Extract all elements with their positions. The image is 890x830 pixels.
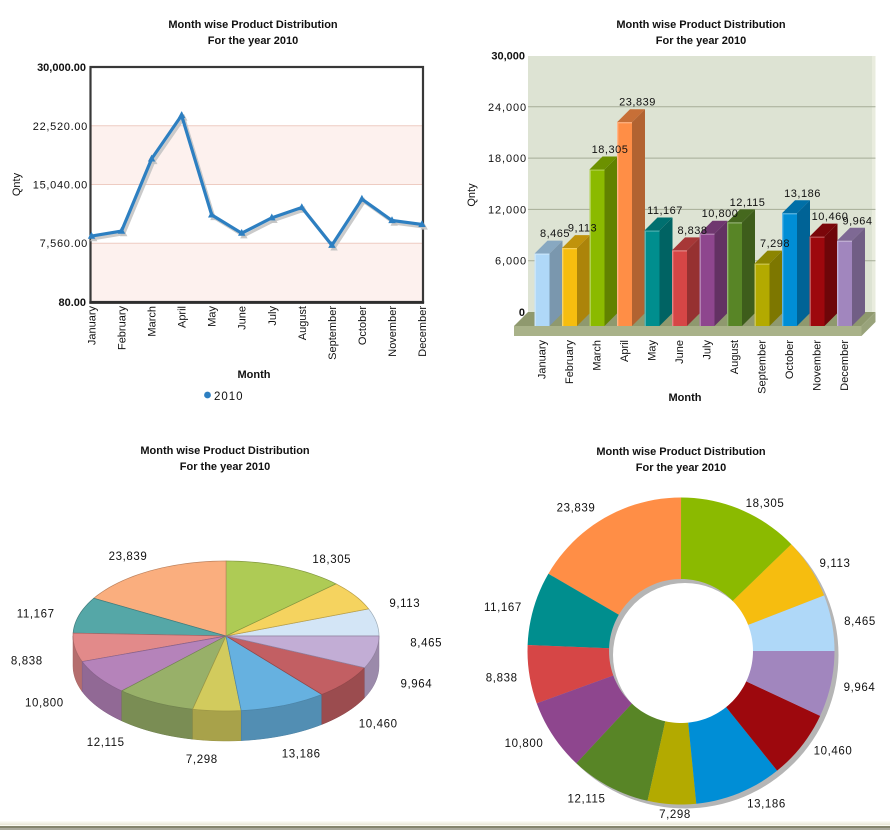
svg-text:August: August [729, 340, 741, 374]
svg-text:Month: Month [669, 392, 702, 404]
svg-text:11,167: 11,167 [484, 602, 522, 614]
svg-text:September: September [757, 340, 769, 394]
svg-text:18,305: 18,305 [746, 498, 785, 510]
svg-text:November: November [812, 340, 824, 391]
svg-text:Month wise Product Distributio: Month wise Product Distribution [168, 19, 338, 31]
svg-text:September: September [327, 306, 339, 360]
svg-text:June: June [674, 340, 686, 364]
svg-text:7,298: 7,298 [760, 238, 790, 250]
svg-text:15,040.00: 15,040.00 [33, 180, 88, 192]
svg-text:8,838: 8,838 [677, 225, 707, 237]
svg-text:9,964: 9,964 [844, 682, 876, 694]
svg-text:9,113: 9,113 [389, 598, 420, 610]
svg-text:July: July [267, 306, 279, 326]
svg-text:July: July [702, 340, 714, 360]
svg-text:October: October [784, 340, 796, 379]
svg-text:January: January [537, 340, 549, 380]
svg-text:18,305: 18,305 [312, 554, 351, 566]
svg-text:10,800: 10,800 [25, 698, 64, 710]
svg-text:October: October [357, 306, 369, 345]
svg-text:Month wise Product Distributio: Month wise Product Distribution [596, 446, 766, 458]
svg-text:9,113: 9,113 [820, 558, 851, 570]
svg-text:23,839: 23,839 [109, 551, 148, 563]
svg-text:11,167: 11,167 [17, 608, 55, 620]
svg-text:For the year 2010: For the year 2010 [636, 462, 727, 474]
svg-text:March: March [147, 306, 159, 337]
svg-text:18,000: 18,000 [488, 153, 527, 165]
svg-text:For the year 2010: For the year 2010 [208, 35, 299, 47]
svg-text:7,298: 7,298 [186, 754, 218, 766]
svg-text:23,839: 23,839 [619, 97, 656, 109]
svg-text:2010: 2010 [214, 391, 244, 403]
svg-text:12,000: 12,000 [488, 204, 527, 216]
svg-text:11,167: 11,167 [647, 205, 683, 217]
svg-text:April: April [619, 340, 631, 362]
svg-text:10,800: 10,800 [505, 738, 544, 750]
svg-text:January: January [87, 306, 99, 346]
svg-text:10,460: 10,460 [814, 746, 853, 758]
svg-text:7,298: 7,298 [659, 809, 691, 821]
svg-text:12,115: 12,115 [730, 197, 766, 209]
svg-text:13,186: 13,186 [747, 798, 786, 810]
svg-text:November: November [387, 306, 399, 357]
svg-text:7,560.00: 7,560.00 [40, 238, 88, 250]
svg-text:18,305: 18,305 [592, 144, 629, 156]
svg-text:0: 0 [519, 307, 525, 319]
svg-text:8,838: 8,838 [11, 655, 43, 667]
svg-text:December: December [417, 306, 429, 357]
svg-text:August: August [297, 306, 309, 340]
svg-text:12,115: 12,115 [87, 737, 125, 749]
svg-text:9,964: 9,964 [401, 679, 433, 691]
svg-text:April: April [177, 306, 189, 328]
svg-text:12,115: 12,115 [568, 794, 606, 806]
svg-text:June: June [237, 306, 249, 330]
svg-text:Qnty: Qnty [11, 172, 23, 196]
svg-text:10,460: 10,460 [359, 719, 398, 731]
svg-text:22,520.00: 22,520.00 [33, 121, 88, 133]
svg-text:Month wise Product Distributio: Month wise Product Distribution [140, 445, 310, 457]
svg-text:For the year 2010: For the year 2010 [180, 461, 271, 473]
svg-text:9,964: 9,964 [842, 215, 872, 227]
svg-text:13,186: 13,186 [784, 188, 821, 200]
svg-text:8,465: 8,465 [540, 228, 570, 240]
svg-text:March: March [592, 340, 604, 371]
svg-text:8,465: 8,465 [844, 616, 876, 628]
svg-text:Qnty: Qnty [466, 183, 478, 207]
svg-text:Month wise Product Distributio: Month wise Product Distribution [616, 19, 786, 31]
svg-text:23,839: 23,839 [557, 503, 596, 515]
svg-text:6,000: 6,000 [495, 256, 527, 268]
svg-text:13,186: 13,186 [282, 748, 321, 760]
svg-text:9,113: 9,113 [568, 223, 597, 235]
svg-text:For the year 2010: For the year 2010 [656, 35, 747, 47]
svg-text:30,000: 30,000 [491, 51, 525, 63]
svg-text:May: May [207, 306, 219, 327]
svg-text:10,800: 10,800 [702, 208, 739, 220]
svg-text:8,838: 8,838 [486, 672, 518, 684]
svg-text:24,000: 24,000 [488, 102, 527, 114]
svg-text:10,460: 10,460 [812, 211, 849, 223]
svg-text:80.00: 80.00 [58, 297, 86, 309]
svg-text:Month: Month [238, 369, 271, 381]
svg-text:30,000.00: 30,000.00 [37, 62, 86, 74]
svg-text:February: February [564, 340, 576, 385]
svg-text:February: February [117, 306, 129, 351]
svg-text:8,465: 8,465 [410, 637, 442, 649]
svg-text:May: May [647, 340, 659, 361]
svg-text:December: December [839, 340, 851, 391]
